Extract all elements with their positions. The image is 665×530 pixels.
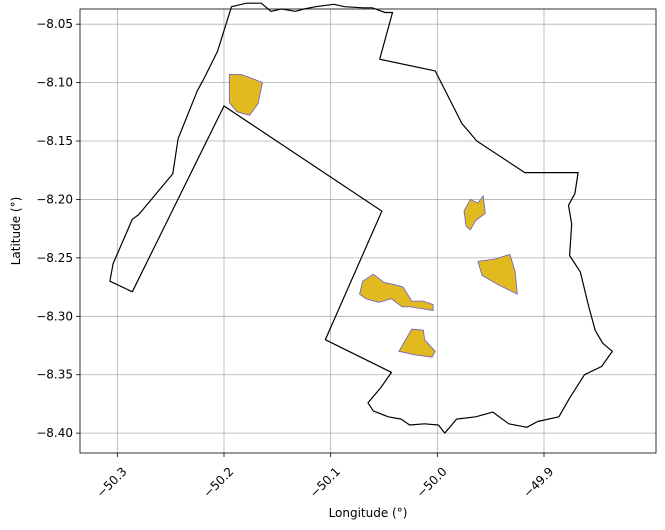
patch-polygon bbox=[359, 273, 434, 311]
study-area-boundary bbox=[109, 2, 613, 434]
y-tick-label: −8.25 bbox=[36, 251, 73, 265]
y-axis-label: Latitude (°) bbox=[9, 197, 23, 266]
x-tick-label: −50.2 bbox=[200, 464, 236, 500]
x-tick-label: −50.1 bbox=[307, 464, 343, 500]
patch-polygon bbox=[477, 253, 518, 295]
x-tick-label: −50.0 bbox=[414, 464, 450, 500]
patch-polygon bbox=[398, 328, 436, 358]
grid bbox=[80, 9, 656, 453]
x-tick-label: −49.9 bbox=[520, 464, 556, 500]
patch-polygon bbox=[463, 194, 486, 231]
x-axis-label: Longitude (°) bbox=[329, 506, 408, 520]
y-tick-label: −8.20 bbox=[36, 192, 73, 206]
x-tick-label: −50.3 bbox=[94, 464, 130, 500]
boundary-layer bbox=[109, 2, 613, 434]
polygon-layer bbox=[228, 74, 518, 358]
y-tick-label: −8.10 bbox=[36, 76, 73, 90]
y-tick-label: −8.15 bbox=[36, 134, 73, 148]
y-tick-label: −8.35 bbox=[36, 368, 73, 382]
y-axis: −8.05 −8.10 −8.15 −8.20 −8.25 −8.30 −8.35 −8.40 bbox=[36, 17, 80, 440]
y-tick-label: −8.05 bbox=[36, 17, 73, 31]
plot-frame bbox=[79, 8, 657, 454]
y-tick-label: −8.40 bbox=[36, 426, 73, 440]
y-tick-label: −8.30 bbox=[36, 309, 73, 323]
x-axis: −50.3 −50.2 −50.1 −50.0 −49.9 bbox=[94, 453, 556, 500]
patch-polygon bbox=[228, 74, 263, 116]
